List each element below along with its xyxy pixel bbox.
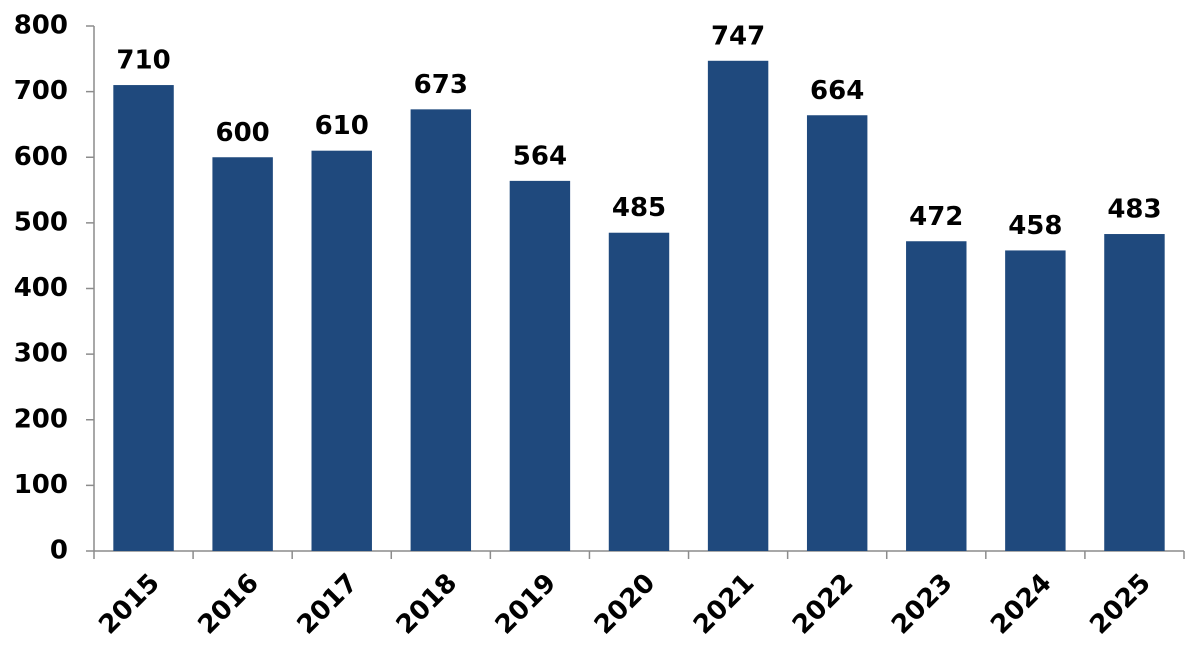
bar: [113, 85, 174, 551]
x-tick-label: 2020: [589, 568, 661, 640]
y-tick-label: 0: [50, 536, 68, 566]
x-tick-label: 2015: [93, 568, 165, 640]
y-tick-label: 700: [14, 76, 68, 106]
data-label: 485: [612, 193, 666, 223]
x-tick-label: 2018: [391, 568, 463, 640]
y-tick-label: 500: [14, 207, 68, 237]
bar: [906, 241, 967, 551]
x-tick-label: 2024: [985, 568, 1057, 640]
y-tick-label: 600: [14, 142, 68, 172]
x-tick-label: 2022: [787, 568, 859, 640]
bar: [410, 109, 472, 551]
y-tick-label: 300: [14, 339, 68, 369]
bar: [1104, 234, 1165, 551]
y-tick-label: 400: [14, 273, 68, 303]
x-tick-label: 2019: [490, 568, 562, 640]
x-tick-label: 2021: [688, 568, 760, 640]
bar: [806, 115, 868, 551]
data-label: 710: [116, 46, 170, 76]
data-label: 600: [215, 118, 269, 148]
data-label: 664: [810, 76, 864, 106]
bar: [311, 150, 372, 551]
bar: [509, 180, 571, 551]
data-label: 483: [1107, 195, 1161, 225]
data-label: 472: [909, 202, 963, 232]
x-tick-label: 2016: [192, 568, 264, 640]
x-tick-label: 2023: [886, 568, 958, 640]
data-label: 564: [513, 141, 567, 171]
y-tick-label: 200: [14, 404, 68, 434]
y-tick-label: 800: [14, 11, 68, 41]
bar: [212, 157, 273, 551]
data-label: 610: [315, 111, 369, 141]
data-label: 747: [711, 21, 765, 51]
data-label: 458: [1008, 211, 1062, 241]
data-label: 673: [414, 70, 468, 100]
bar: [608, 232, 670, 551]
bar: [707, 60, 769, 551]
y-tick-label: 100: [14, 470, 68, 500]
x-tick-label: 2017: [292, 568, 364, 640]
x-tick-label: 2025: [1084, 568, 1156, 640]
bar: [1005, 250, 1066, 551]
